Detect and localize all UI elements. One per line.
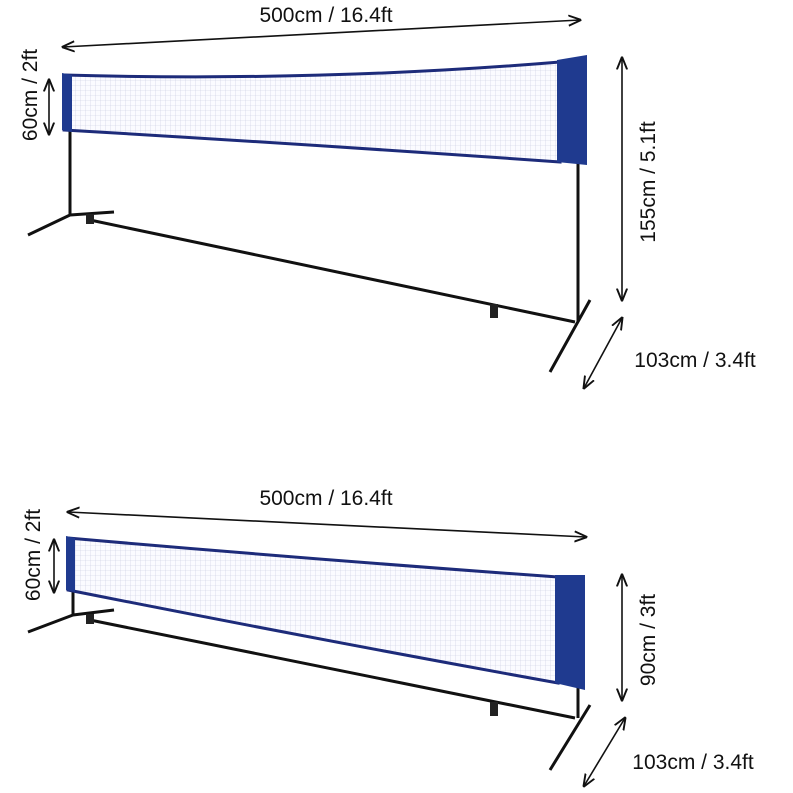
net-height-label: 60cm / 2ft [19, 49, 42, 141]
net-height-label: 60cm / 2ft [22, 509, 45, 601]
depth-label: 103cm / 3.4ft [634, 349, 756, 372]
net-diagram-short: 500cm / 16.4ft 60cm / 2ft 90cm / 3ft 103… [22, 487, 754, 786]
frame [27, 75, 592, 373]
width-label: 500cm / 16.4ft [259, 4, 392, 27]
depth-arrow [584, 318, 622, 388]
clip [86, 614, 94, 624]
total-height-label: 90cm / 3ft [637, 594, 660, 686]
end-panel [62, 73, 72, 132]
clip [490, 702, 498, 716]
clip [86, 214, 94, 224]
net [66, 536, 560, 685]
width-arrow [63, 20, 580, 47]
clip [490, 304, 498, 318]
end-panel [557, 55, 587, 165]
end-panel [66, 536, 75, 592]
net-diagram-tall: 500cm / 16.4ft 60cm / 2ft 155cm / 5.1ft … [19, 4, 756, 388]
width-label: 500cm / 16.4ft [259, 487, 392, 510]
width-arrow [68, 512, 586, 537]
total-height-label: 155cm / 5.1ft [637, 121, 660, 243]
depth-arrow [584, 718, 625, 786]
depth-label: 103cm / 3.4ft [632, 751, 754, 774]
net [62, 60, 562, 164]
end-panel [555, 575, 585, 690]
